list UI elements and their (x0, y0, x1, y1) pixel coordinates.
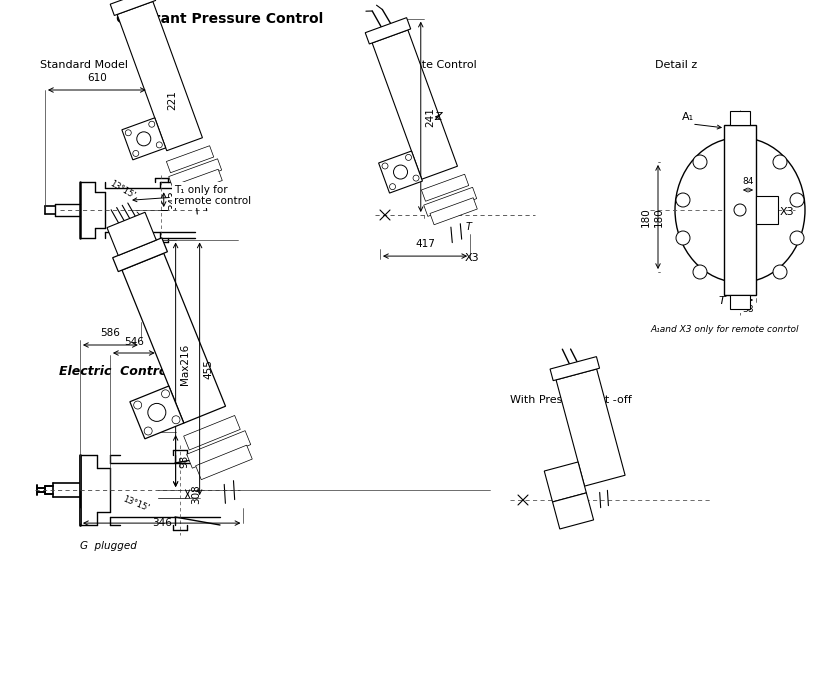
Text: Electric  Control: Electric Control (58, 365, 171, 378)
Circle shape (149, 121, 155, 127)
Text: Remote Control: Remote Control (390, 60, 477, 70)
Circle shape (161, 390, 169, 397)
Text: 98: 98 (180, 454, 190, 468)
Circle shape (394, 165, 408, 179)
Polygon shape (365, 18, 411, 44)
Polygon shape (107, 212, 156, 256)
Text: 241: 241 (425, 107, 435, 127)
Bar (756, 196, 778, 224)
Polygon shape (422, 174, 469, 201)
Polygon shape (130, 386, 184, 439)
Text: Standard Model: Standard Model (40, 60, 128, 70)
Text: T: T (718, 296, 725, 306)
Polygon shape (379, 151, 423, 193)
Circle shape (144, 427, 152, 435)
Polygon shape (110, 0, 155, 16)
Polygon shape (423, 187, 477, 216)
Bar (724, 125, 756, 295)
Text: G  plugged: G plugged (80, 541, 137, 551)
Circle shape (382, 163, 388, 169)
Circle shape (693, 155, 707, 169)
Circle shape (693, 265, 707, 279)
Polygon shape (122, 118, 166, 160)
Bar (730, 111, 750, 125)
Text: 417: 417 (415, 239, 435, 249)
Text: 586: 586 (100, 328, 120, 338)
Text: Detail z: Detail z (655, 60, 697, 70)
Circle shape (172, 416, 180, 424)
Text: 180: 180 (641, 207, 651, 227)
Text: 13°15': 13°15' (108, 179, 136, 201)
Polygon shape (122, 254, 225, 423)
Circle shape (156, 142, 162, 148)
Circle shape (134, 401, 141, 409)
Circle shape (413, 175, 419, 181)
Text: 180: 180 (654, 207, 664, 227)
Text: 221: 221 (168, 90, 178, 110)
Bar (730, 295, 750, 309)
Text: 13°15': 13°15' (122, 495, 150, 513)
Text: A₁: A₁ (682, 112, 694, 122)
Circle shape (676, 193, 690, 207)
Circle shape (773, 265, 787, 279)
Polygon shape (113, 238, 168, 272)
Polygon shape (118, 1, 202, 151)
Circle shape (136, 132, 150, 146)
Polygon shape (556, 369, 625, 486)
Circle shape (734, 204, 746, 216)
Circle shape (133, 151, 139, 156)
Text: 343: 343 (168, 190, 178, 210)
Text: A₁and X3 only for remote conrtol: A₁and X3 only for remote conrtol (651, 325, 799, 334)
Polygon shape (196, 445, 252, 480)
Text: Z: Z (434, 112, 441, 122)
Polygon shape (169, 159, 222, 188)
Text: X3: X3 (780, 207, 795, 217)
Text: T: T (466, 222, 472, 232)
Circle shape (390, 184, 395, 190)
Text: 84: 84 (742, 177, 754, 186)
Circle shape (148, 404, 166, 421)
Text: Constant Pressure Control: Constant Pressure Control (117, 12, 324, 26)
Text: T₁ only for
remote control: T₁ only for remote control (174, 185, 252, 206)
Circle shape (405, 154, 412, 160)
Text: 455: 455 (204, 359, 214, 379)
Text: With Pressure Cut -off: With Pressure Cut -off (510, 395, 632, 405)
Text: Max216: Max216 (180, 344, 190, 385)
Polygon shape (430, 198, 478, 224)
Text: X3: X3 (464, 253, 479, 263)
Text: T: T (210, 193, 217, 203)
Circle shape (125, 130, 132, 136)
Text: 38: 38 (742, 305, 754, 314)
Polygon shape (372, 30, 458, 179)
Polygon shape (175, 169, 222, 196)
Polygon shape (166, 146, 214, 173)
Text: 308: 308 (192, 484, 201, 504)
Polygon shape (552, 493, 593, 529)
Circle shape (773, 155, 787, 169)
Circle shape (790, 231, 804, 245)
Circle shape (790, 193, 804, 207)
Polygon shape (550, 357, 599, 381)
Text: 546: 546 (124, 337, 144, 347)
Polygon shape (183, 416, 240, 450)
Text: 610: 610 (87, 73, 107, 83)
Circle shape (676, 231, 690, 245)
Polygon shape (187, 431, 251, 468)
Ellipse shape (675, 137, 805, 283)
Polygon shape (544, 462, 586, 502)
Text: 346: 346 (152, 518, 172, 528)
